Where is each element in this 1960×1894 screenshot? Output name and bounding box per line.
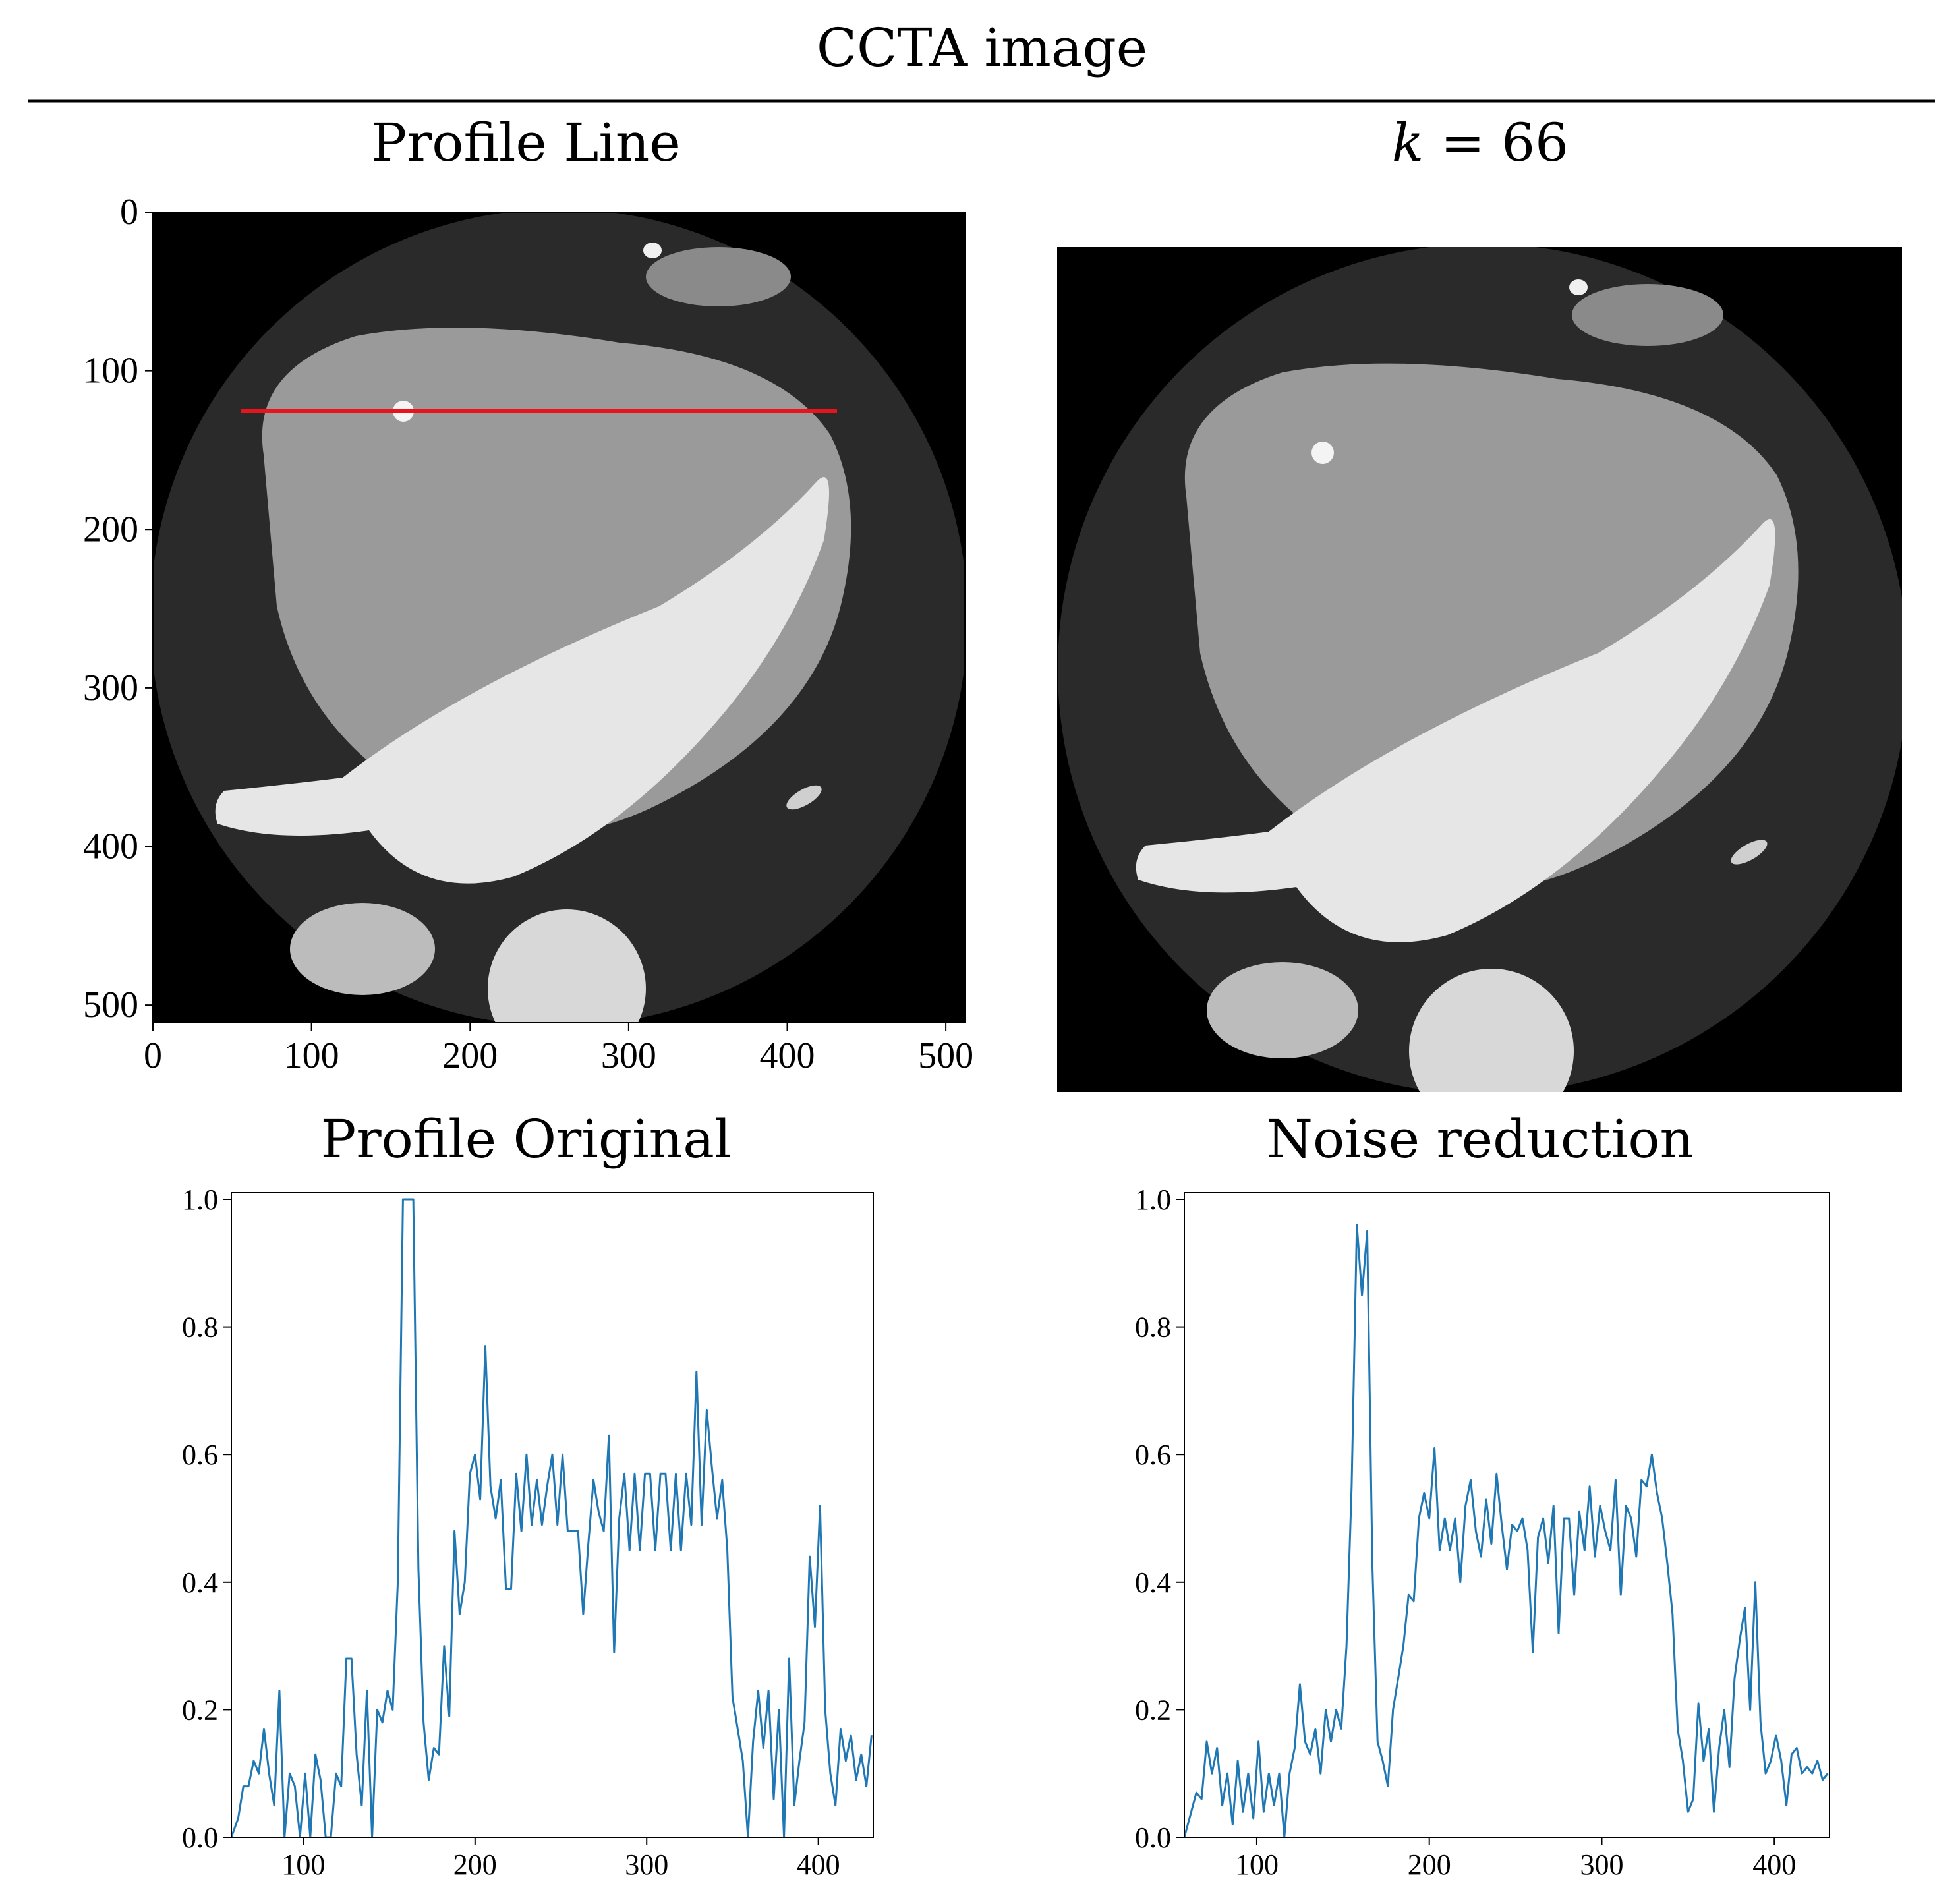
noise-reduction-y-tick-label: 0.2 bbox=[1135, 1694, 1171, 1726]
ct-image-original bbox=[153, 212, 965, 1023]
noise-reduction-x-tick-label: 100 bbox=[1235, 1849, 1279, 1881]
profile-line-y-tick-label: 500 bbox=[83, 985, 138, 1025]
profile-line-x-tick-label: 400 bbox=[760, 1035, 815, 1076]
profile-original-title: Profile Original bbox=[321, 1108, 732, 1170]
profile-original-series-line bbox=[231, 1198, 873, 1837]
denoised-title-value: = 66 bbox=[1424, 112, 1569, 173]
profile-line-y-tick-label: 200 bbox=[83, 509, 138, 550]
profile-line-x-tick-label: 300 bbox=[601, 1035, 656, 1076]
profile-line-title: Profile Line bbox=[371, 112, 681, 173]
noise-reduction-x-tick-label: 200 bbox=[1408, 1849, 1451, 1881]
profile-line-x-tick-label: 0 bbox=[144, 1035, 162, 1076]
noise-reduction-y-tick-label: 0.0 bbox=[1135, 1822, 1171, 1854]
profile-line-y-tick-label: 0 bbox=[120, 192, 138, 233]
figure-title: CCTA image bbox=[817, 17, 1147, 78]
ct-image-original-frame bbox=[152, 212, 966, 1023]
profile-original-y-tick-label: 0.0 bbox=[182, 1822, 218, 1854]
profile-line-x-tick-label: 100 bbox=[284, 1035, 339, 1076]
profile-original-x-tick-label: 300 bbox=[625, 1849, 668, 1881]
noise-reduction-y-tick-label: 0.8 bbox=[1135, 1311, 1171, 1344]
profile-line-y-tick-label: 400 bbox=[83, 826, 138, 867]
noise-reduction-plot: 100 200 300 400 0.0 0.2 0.4 0.6 0.8 1.0 bbox=[1135, 1184, 1830, 1881]
noise-reduction-title: Noise reduction bbox=[1267, 1108, 1694, 1170]
profile-original-y-tick-label: 0.4 bbox=[182, 1566, 218, 1599]
ct-image-denoised bbox=[1057, 247, 1902, 1092]
denoised-title-variable: k bbox=[1392, 112, 1424, 173]
noise-reduction-plot-frame bbox=[1184, 1192, 1830, 1838]
profile-original-x-tick-label: 200 bbox=[453, 1849, 497, 1881]
noise-reduction-y-tick-label: 0.4 bbox=[1135, 1566, 1171, 1599]
profile-original-y-tick-label: 0.6 bbox=[182, 1439, 218, 1471]
profile-original-plot-frame bbox=[231, 1192, 874, 1838]
profile-original-y-tick-label: 0.2 bbox=[182, 1694, 218, 1726]
noise-reduction-x-tick-label: 400 bbox=[1752, 1849, 1796, 1881]
profile-original-y-tick-label: 1.0 bbox=[182, 1184, 218, 1216]
noise-reduction-y-tick-label: 1.0 bbox=[1135, 1184, 1171, 1216]
profile-line-x-tick-label: 500 bbox=[918, 1035, 973, 1076]
denoised-title: k = 66 bbox=[1392, 112, 1569, 173]
profile-original-y-tick-label: 0.8 bbox=[182, 1311, 218, 1344]
profile-line-y-tick-label: 300 bbox=[83, 668, 138, 708]
noise-reduction-x-tick-label: 300 bbox=[1580, 1849, 1623, 1881]
noise-reduction-y-tick-label: 0.6 bbox=[1135, 1439, 1171, 1471]
profile-line-y-tick-label: 100 bbox=[83, 351, 138, 391]
profile-original-x-tick-label: 400 bbox=[797, 1849, 840, 1881]
profile-original-x-tick-label: 100 bbox=[281, 1849, 325, 1881]
noise-reduction-series-line bbox=[1184, 1224, 1829, 1837]
profile-original-plot: 100 200 300 400 0.0 0.2 0.4 0.6 0.8 1.0 bbox=[182, 1184, 874, 1881]
profile-line-x-tick-label: 200 bbox=[442, 1035, 498, 1076]
